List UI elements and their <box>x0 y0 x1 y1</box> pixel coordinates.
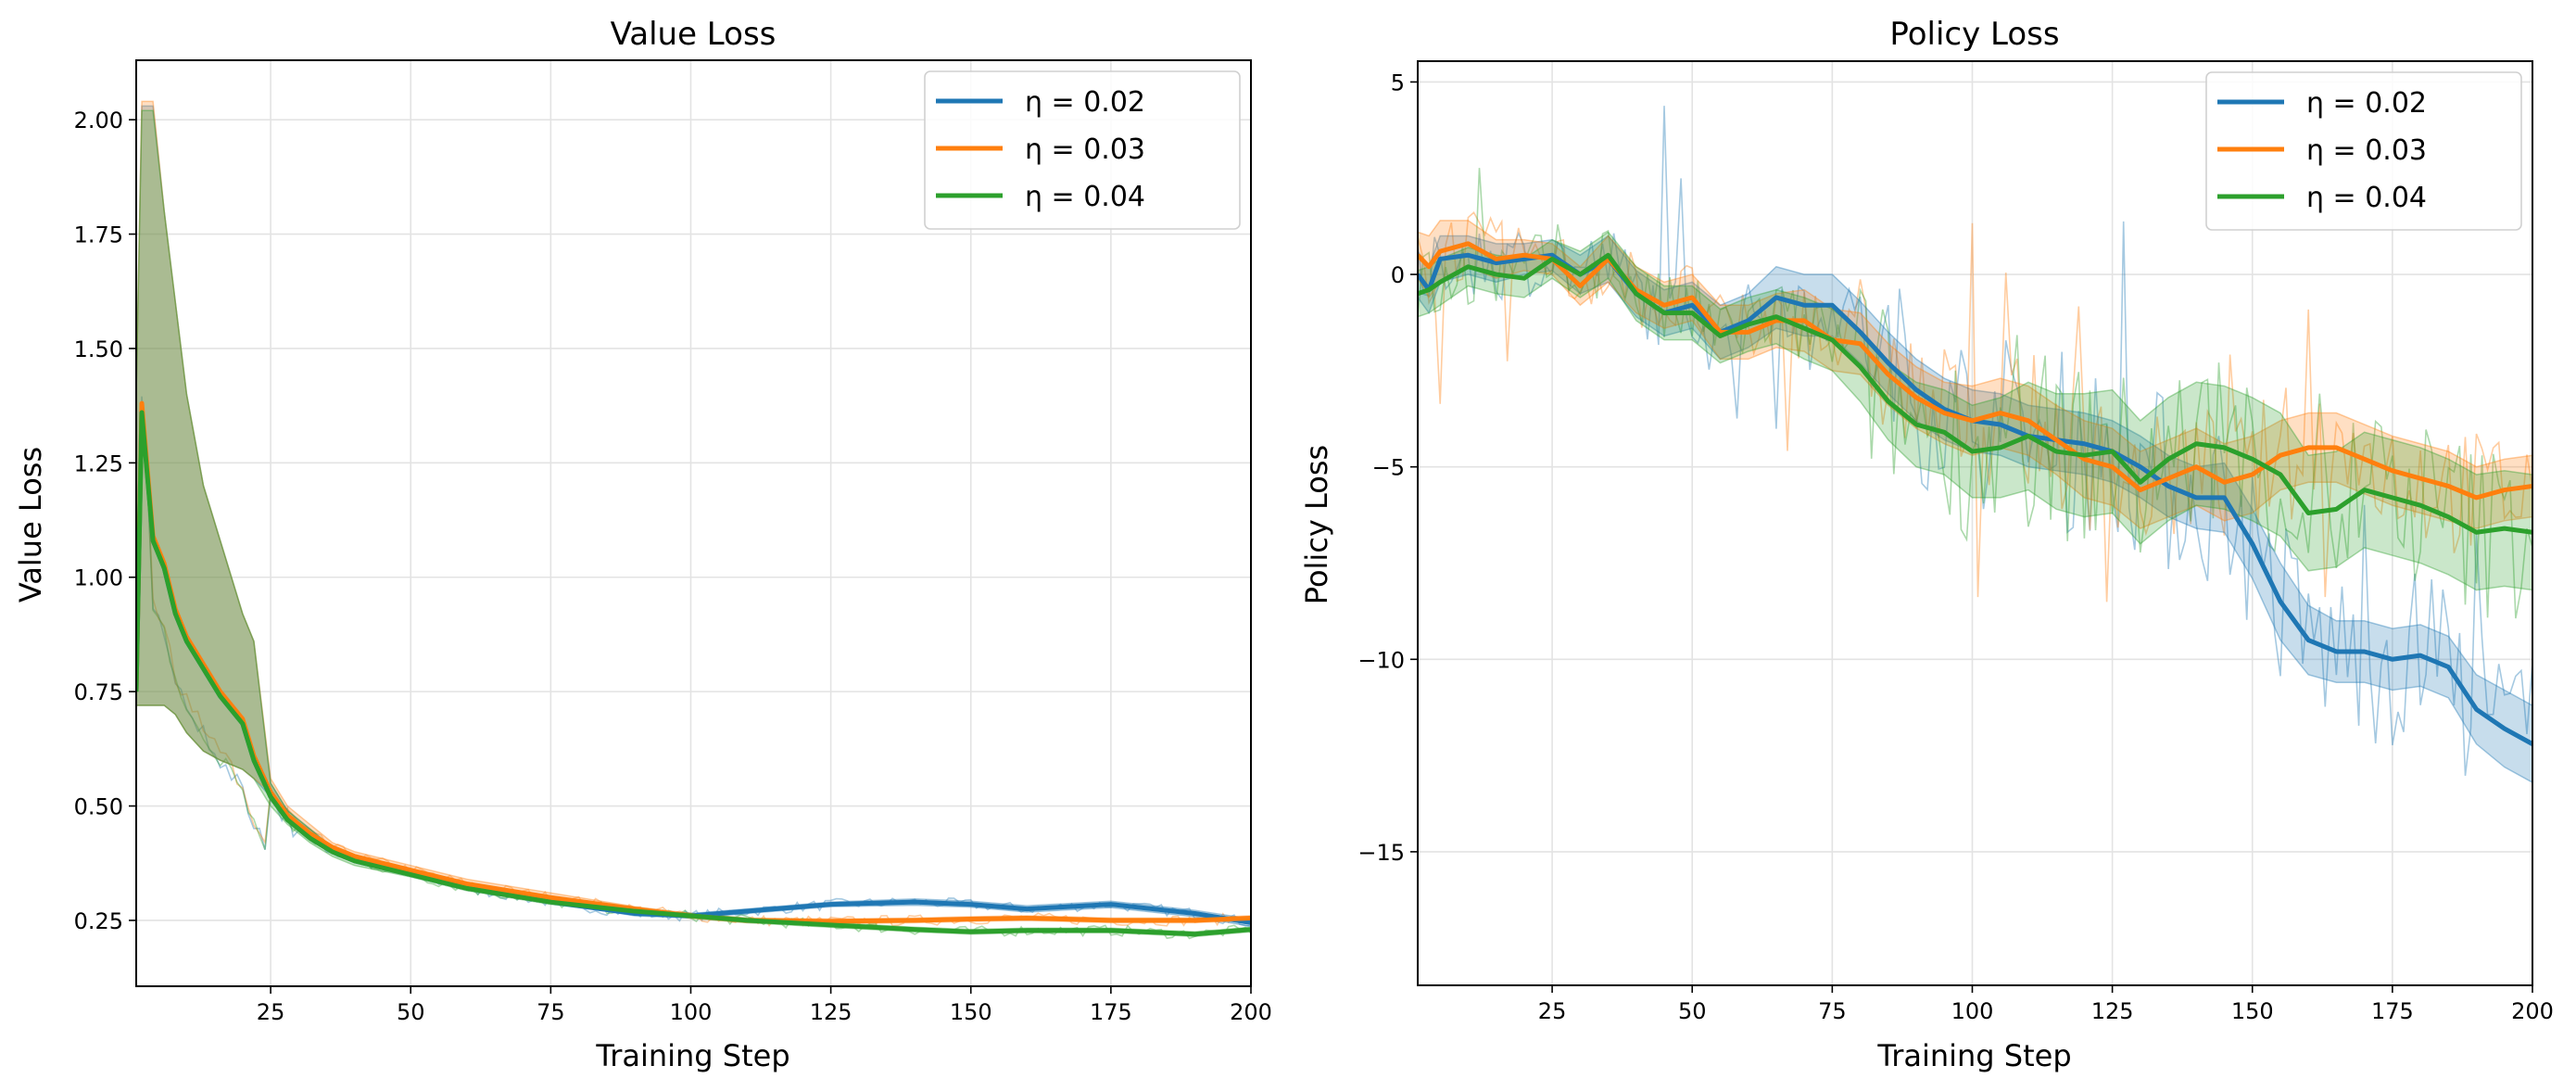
legend-label-3: η = 0.04 <box>1025 181 1145 213</box>
chart-title: Value Loss <box>611 16 777 53</box>
legend-box <box>924 70 1241 230</box>
y-tick-label: −15 <box>1357 840 1405 866</box>
confidence-band-1 <box>1418 235 2532 784</box>
legend: η = 0.02 η = 0.03 η = 0.04 <box>924 70 1241 230</box>
x-tick-label: 200 <box>1230 999 1272 1025</box>
legend-box <box>2205 71 2522 231</box>
x-tick-label: 125 <box>810 999 852 1025</box>
x-axis-label: Training Step <box>595 1038 789 1073</box>
x-axis-label: Training Step <box>1876 1038 2071 1073</box>
x-tick-label: 50 <box>1678 998 1707 1024</box>
policy-loss-panel: Policy Loss Training Step Policy Loss 25… <box>1299 16 2554 1073</box>
confidence-band-1 <box>136 105 1251 928</box>
x-tick-label: 150 <box>2231 998 2274 1024</box>
legend-label-2: η = 0.03 <box>2306 134 2427 167</box>
mean-line-2 <box>1418 241 2532 501</box>
x-tick-label: 100 <box>670 999 713 1025</box>
legend-label-1: η = 0.02 <box>1025 86 1145 119</box>
axes-frame <box>135 59 1252 987</box>
x-tick-label: 125 <box>2091 998 2134 1024</box>
y-tick-label: 1.50 <box>74 336 123 362</box>
y-axis-label: Policy Loss <box>1299 445 1334 604</box>
raw-trace-3 <box>136 405 1251 940</box>
y-tick-label: 1.25 <box>74 450 123 476</box>
mean-line-2 <box>136 400 1251 924</box>
raw-trace-1 <box>1418 106 2532 776</box>
raw-trace-3 <box>1418 168 2532 619</box>
y-tick-label: 5 <box>1391 70 1405 95</box>
axes-frame <box>1417 60 2533 986</box>
x-tick-label: 75 <box>537 999 565 1025</box>
x-tick-label: 50 <box>397 999 425 1025</box>
plot-area <box>136 100 1251 940</box>
confidence-band-3 <box>136 109 1251 937</box>
y-tick-label: −10 <box>1357 647 1405 673</box>
legend: η = 0.02 η = 0.03 η = 0.04 <box>2205 71 2522 231</box>
y-tick-label: 0 <box>1391 262 1405 288</box>
x-tick-label: 175 <box>1090 999 1132 1025</box>
y-tick-label: 0.50 <box>74 794 123 820</box>
chart-title: Policy Loss <box>1889 16 2059 53</box>
confidence-band-3 <box>1418 231 2532 591</box>
legend-label-2: η = 0.03 <box>1025 133 1145 166</box>
x-tick-label: 200 <box>2511 998 2554 1024</box>
legend-label-1: η = 0.02 <box>2306 87 2427 120</box>
mean-line-3 <box>1418 252 2532 535</box>
confidence-band-2 <box>1418 220 2532 529</box>
x-tick-label: 75 <box>1818 998 1847 1024</box>
x-tick-label: 175 <box>2371 998 2414 1024</box>
y-tick-label: 0.25 <box>74 908 123 934</box>
raw-trace-2 <box>1418 211 2532 603</box>
value-loss-panel: Value Loss Training Step Value Loss 25 50… <box>13 16 1272 1073</box>
raw-trace-1 <box>136 396 1251 927</box>
y-tick-label: 1.00 <box>74 565 123 591</box>
legend-label-3: η = 0.04 <box>2306 182 2427 214</box>
x-tick-label: 25 <box>257 999 285 1025</box>
y-tick-label: 0.75 <box>74 679 123 705</box>
y-tick-label: 2.00 <box>74 108 123 133</box>
y-axis-label: Value Loss <box>13 447 48 603</box>
mean-line-1 <box>136 405 1251 925</box>
mean-line-3 <box>136 410 1251 937</box>
plot-area <box>1418 106 2532 784</box>
y-tick-label: 1.75 <box>74 222 123 248</box>
raw-trace-2 <box>136 410 1251 927</box>
x-tick-label: 25 <box>1538 998 1567 1024</box>
y-tick-label: −5 <box>1372 455 1405 481</box>
x-tick-label: 150 <box>950 999 992 1025</box>
x-tick-label: 100 <box>1951 998 1994 1024</box>
confidence-band-2 <box>136 100 1251 925</box>
